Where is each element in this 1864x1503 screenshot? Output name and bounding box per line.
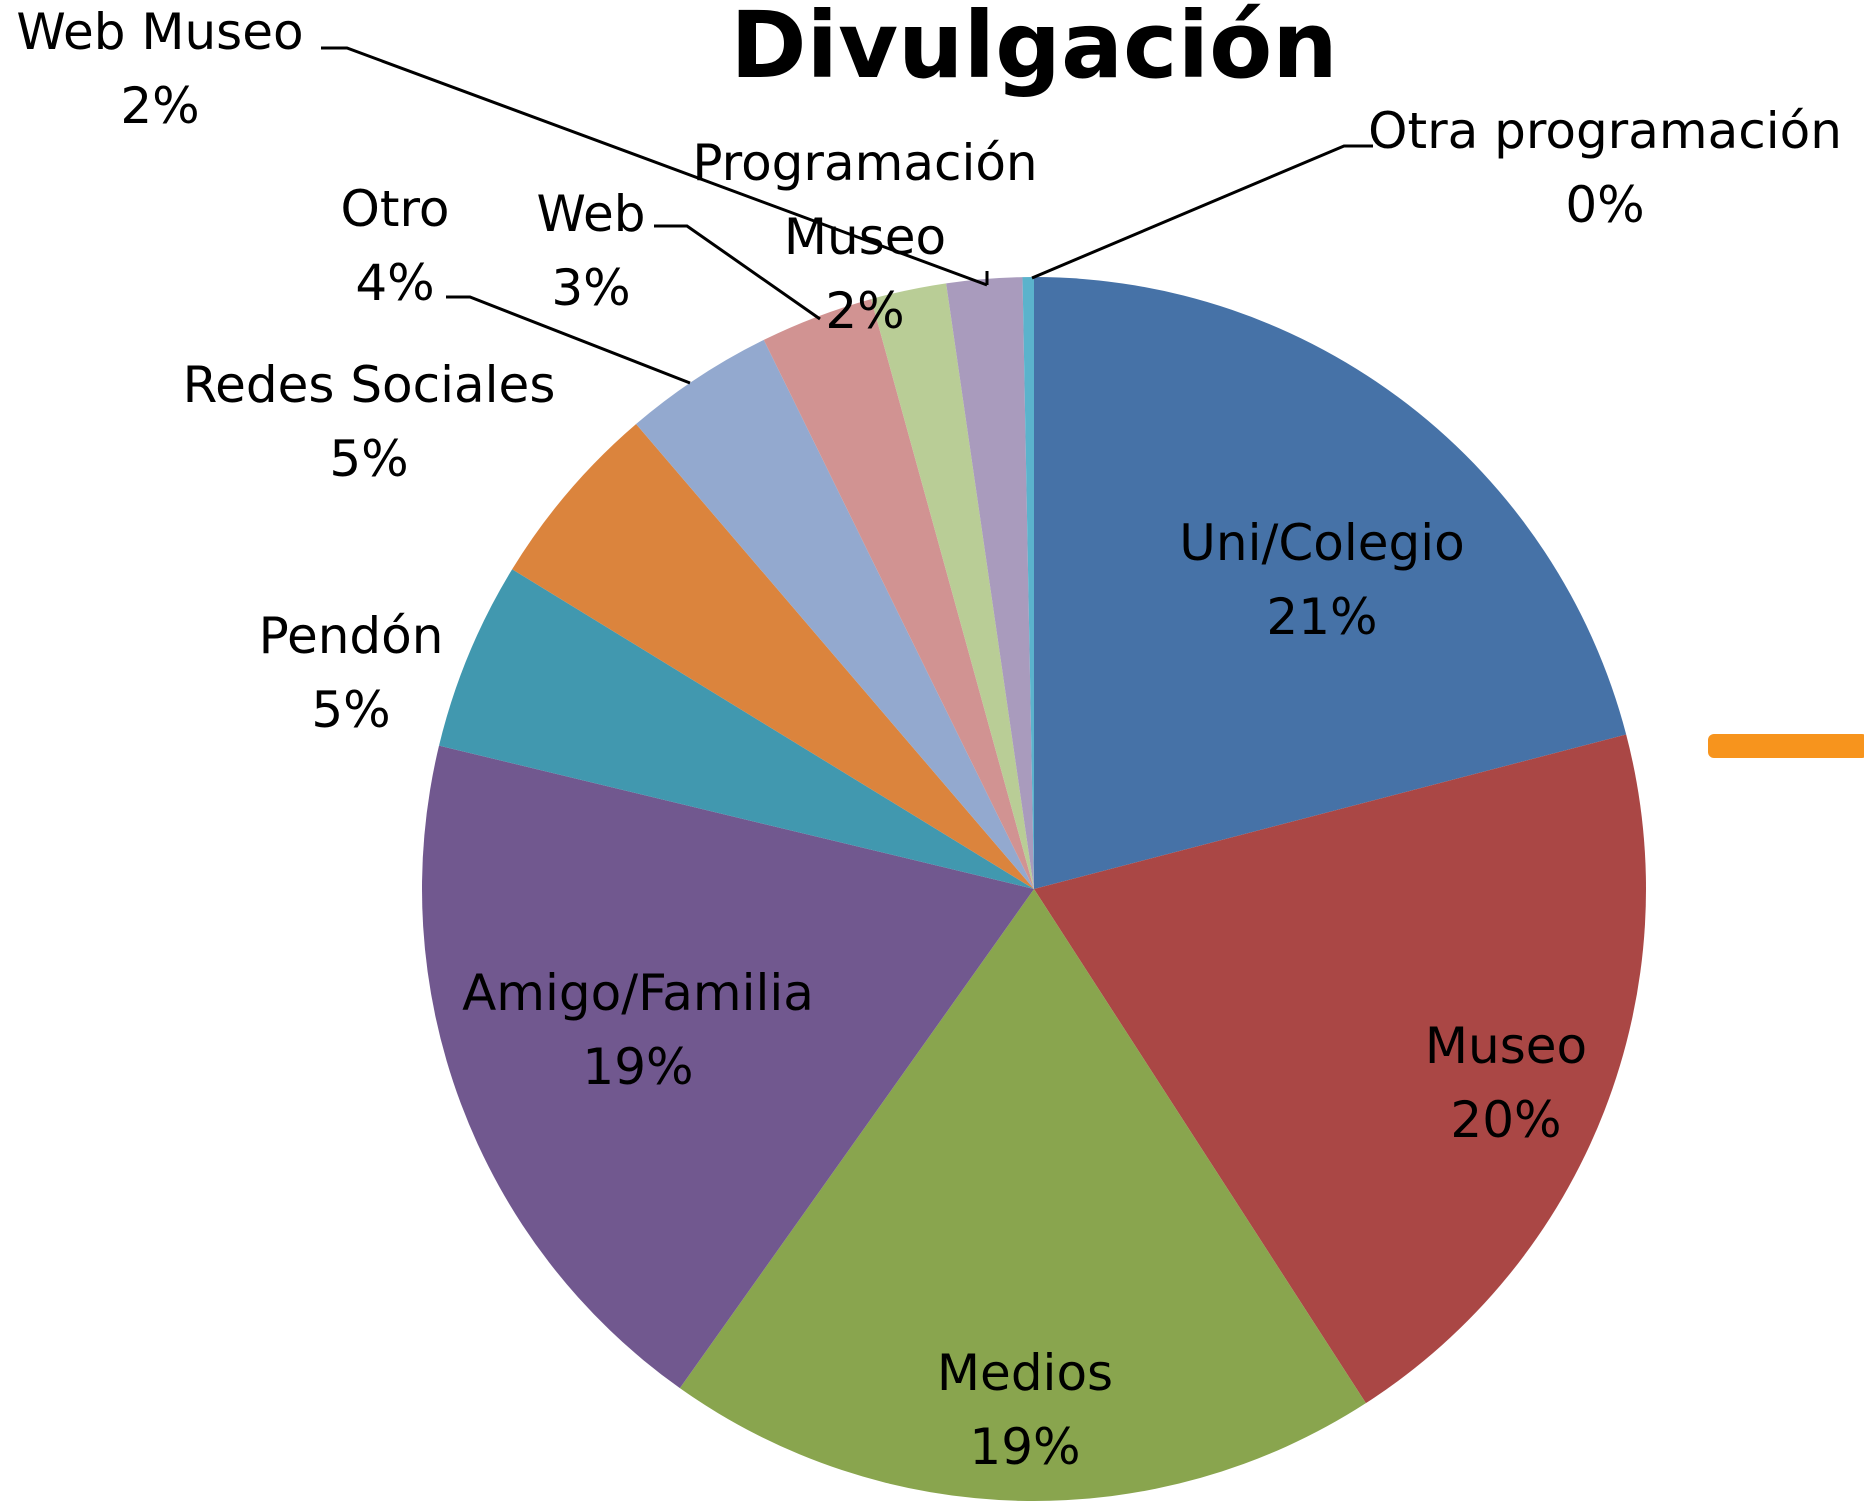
value-label: 2% xyxy=(825,282,905,340)
pie-slice xyxy=(1034,734,1646,1404)
leader-lines xyxy=(321,46,1373,385)
pie-slice xyxy=(679,889,1366,1502)
value-label: 5% xyxy=(329,430,409,488)
pie-slice xyxy=(512,424,1034,889)
pie-slice xyxy=(439,569,1034,889)
pie-slice xyxy=(871,283,1034,889)
slice-label: Redes Sociales xyxy=(182,356,556,414)
value-label: 3% xyxy=(551,259,631,317)
slice-label: Amigo/Familia xyxy=(462,964,814,1022)
slice-label: Medios xyxy=(936,1344,1114,1402)
value-label: 20% xyxy=(1450,1091,1562,1149)
value-label: 19% xyxy=(582,1038,694,1096)
value-label: 19% xyxy=(969,1418,1081,1476)
slice-label: Programación Museo xyxy=(692,134,1038,266)
slice-label: Web Museo xyxy=(16,3,304,61)
pie-slice xyxy=(636,339,1034,889)
value-label: 0% xyxy=(1565,176,1645,234)
pie-slice xyxy=(946,277,1034,890)
value-label: 5% xyxy=(311,681,391,739)
leader-line xyxy=(1031,144,1373,280)
slice-label: Museo xyxy=(1424,1017,1588,1075)
pie-slice xyxy=(763,299,1034,889)
decoration-bar xyxy=(1708,734,1864,758)
leader-line xyxy=(446,295,691,385)
slice-label: Pendón xyxy=(258,607,444,665)
pie-slice xyxy=(1022,277,1034,889)
pie-slice xyxy=(422,745,1034,1389)
leader-line xyxy=(654,224,821,321)
value-label: 2% xyxy=(120,77,200,135)
value-label: 21% xyxy=(1266,588,1378,646)
value-label: 4% xyxy=(355,254,435,312)
slice-label: Otro xyxy=(340,180,450,238)
leader-line xyxy=(321,46,988,287)
slice-label: Otra programación xyxy=(1368,102,1842,160)
chart-title: Divulgación xyxy=(730,0,1338,99)
pie-slice xyxy=(1034,277,1627,889)
slice-label: Uni/Colegio xyxy=(1179,514,1465,572)
slice-label: Web xyxy=(536,185,646,243)
